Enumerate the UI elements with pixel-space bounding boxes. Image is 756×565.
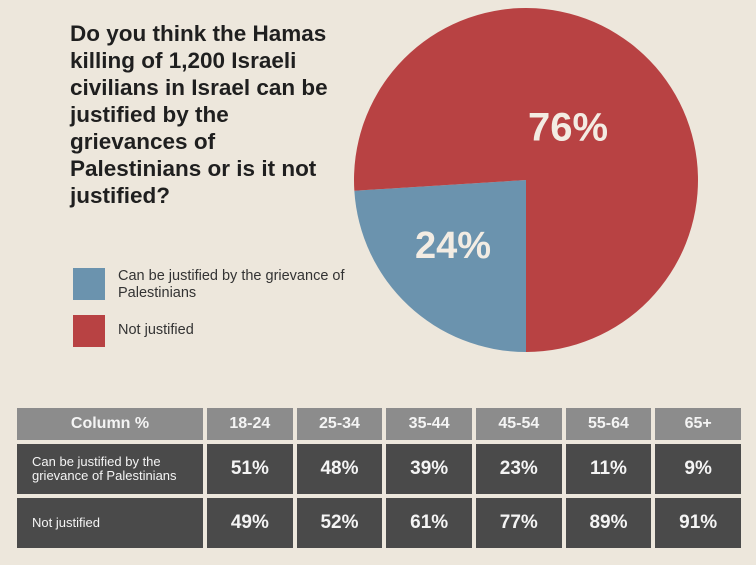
table-header-row: Column % 18-24 25-34 35-44 45-54 55-64 6… xyxy=(17,408,741,440)
table-header-cell: 65+ xyxy=(655,408,741,440)
table-header-cell: 25-34 xyxy=(296,408,383,440)
pie-slice-justified xyxy=(354,180,526,352)
table-cell: 52% xyxy=(296,498,383,548)
table-header-cell: 55-64 xyxy=(565,408,652,440)
table-cell: 11% xyxy=(565,444,652,494)
table-cell: 91% xyxy=(655,498,741,548)
table-cell: 9% xyxy=(655,444,741,494)
age-breakdown-table: Column % 18-24 25-34 35-44 45-54 55-64 6… xyxy=(13,404,745,552)
table-cell: 89% xyxy=(565,498,652,548)
table-row-justified: Can be justified by the grievance of Pal… xyxy=(17,444,741,494)
table-header-cell: 35-44 xyxy=(386,408,472,440)
legend-label-justified: Can be justified by the grievance of Pal… xyxy=(118,268,345,301)
pie-label-not-justified: 76% xyxy=(528,106,608,150)
table-cell: 61% xyxy=(386,498,472,548)
table-cell: 49% xyxy=(207,498,293,548)
table-row-not-justified: Not justified 49% 52% 61% 77% 89% 91% xyxy=(17,498,741,548)
table-header-cell: 18-24 xyxy=(207,408,293,440)
pie-label-justified: 24% xyxy=(415,225,491,267)
table-cell: 23% xyxy=(475,444,562,494)
table-cell: 51% xyxy=(207,444,293,494)
legend-swatch-justified xyxy=(73,268,105,300)
table-row-label: Can be justified by the grievance of Pal… xyxy=(17,444,203,494)
table-cell: 48% xyxy=(296,444,383,494)
pie-chart: 24% 76% xyxy=(353,8,699,353)
table-cell: 77% xyxy=(475,498,562,548)
legend-label-not-justified: Not justified xyxy=(118,322,194,338)
pie-slice-not-justified xyxy=(353,8,699,353)
table-header-cell: Column % xyxy=(17,408,203,440)
table-row-label: Not justified xyxy=(17,498,203,548)
legend-swatch-not-justified xyxy=(73,315,105,347)
table-cell: 39% xyxy=(386,444,472,494)
table-header-cell: 45-54 xyxy=(475,408,562,440)
chart-question-title: Do you think the Hamas killing of 1,200 … xyxy=(70,21,328,208)
